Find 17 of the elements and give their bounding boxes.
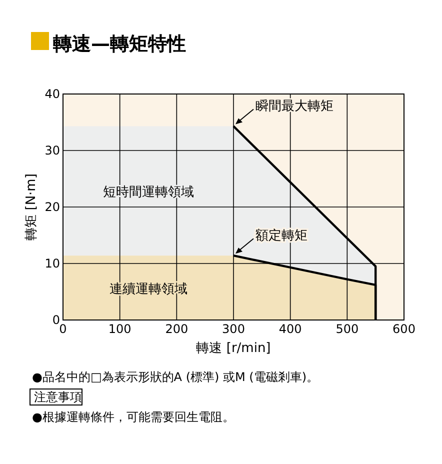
y-tick-label: 20 — [44, 200, 60, 214]
text: 注意事項 — [34, 390, 82, 404]
x-tick-label: 600 — [392, 322, 416, 336]
text: ●品名中的□為表示形狀的A (標準) 或M (電磁剎車)。 — [32, 370, 319, 384]
x-tick-label: 500 — [336, 322, 359, 336]
y-tick-label: 40 — [44, 87, 60, 101]
x-tick-label: 100 — [108, 322, 132, 336]
text: ●根據運轉條件，可能需要回生電阻。 — [32, 410, 234, 424]
y-tick-label: 30 — [44, 144, 60, 158]
x-tick-label: 400 — [278, 322, 302, 336]
y-tick-label: 10 — [44, 256, 60, 270]
y-tick-label: 0 — [52, 313, 60, 327]
x-tick-label: 300 — [222, 322, 245, 336]
x-tick-label: 200 — [165, 322, 188, 336]
y-axis-title: 轉矩 [N·m] — [24, 174, 39, 240]
x-axis-title: 轉速 [r/min] — [196, 341, 271, 356]
chart-title: 轉速—轉矩特性 — [52, 33, 186, 55]
